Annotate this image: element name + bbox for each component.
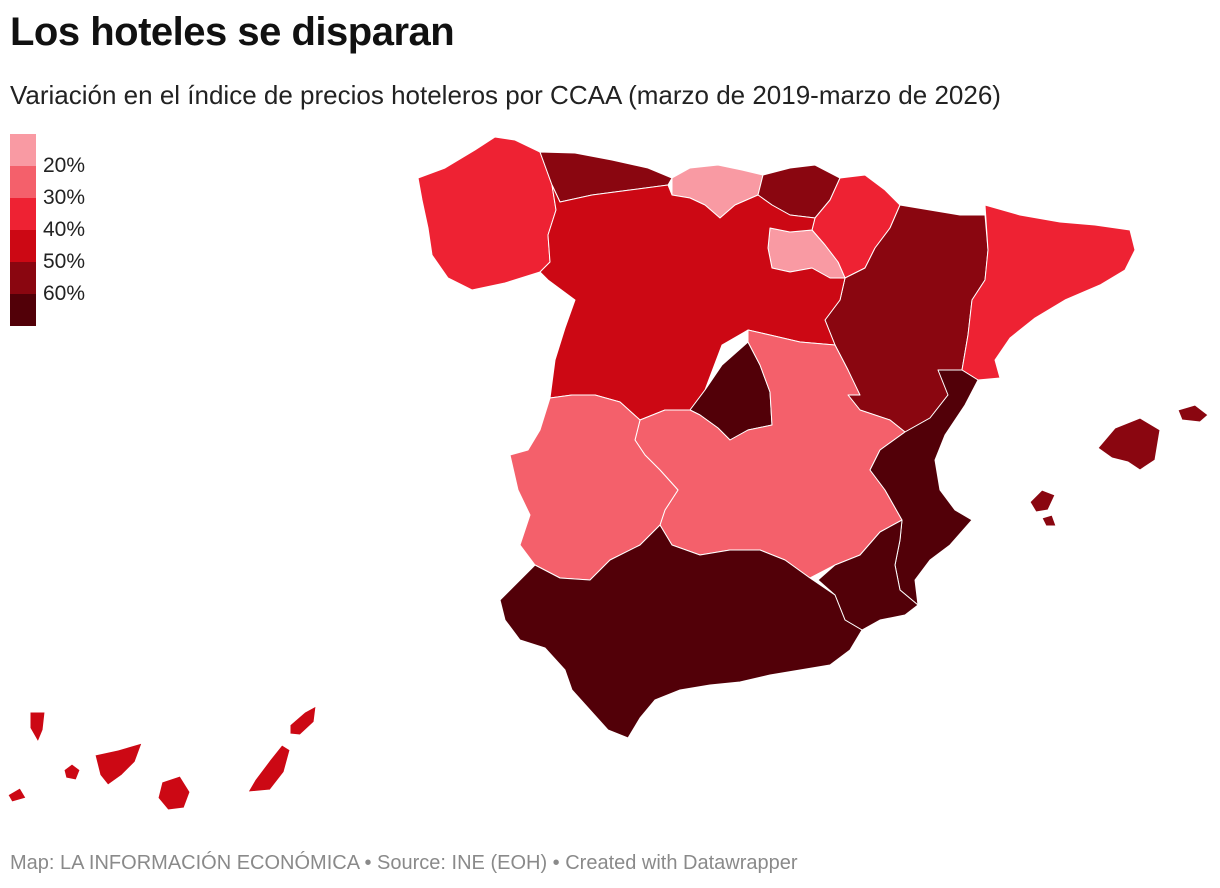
chart-footer: Map: LA INFORMACIÓN ECONÓMICA • Source: …: [10, 852, 798, 874]
region-illes-balears-formentera[interactable]: [1041, 514, 1057, 527]
legend-tick-40: 40%: [43, 218, 86, 241]
legend-swatch-1: [10, 134, 36, 166]
region-galicia[interactable]: [417, 136, 557, 291]
region-canarias-tenerife[interactable]: [94, 742, 143, 786]
region-cataluna[interactable]: [961, 204, 1136, 381]
region-illes-balears-ibiza[interactable]: [1029, 489, 1056, 513]
legend-swatch-5: [10, 262, 36, 294]
region-canarias-la-gomera[interactable]: [63, 763, 81, 781]
legend-swatch-2: [10, 166, 36, 198]
legend-tick-30: 30%: [43, 186, 86, 209]
region-canarias-la-palma[interactable]: [29, 711, 46, 743]
region-canarias-el-hierro[interactable]: [7, 787, 27, 803]
chart-title: Los hoteles se disparan: [10, 10, 455, 54]
legend-tick-20: 20%: [43, 154, 86, 177]
region-canarias-fuerteventura[interactable]: [247, 744, 291, 793]
legend-swatch-3: [10, 198, 36, 230]
region-canarias-gran-canaria[interactable]: [157, 775, 191, 811]
chart-subtitle: Variación en el índice de precios hotele…: [10, 80, 1001, 110]
legend-tick-50: 50%: [43, 250, 86, 273]
legend-swatch-6: [10, 294, 36, 326]
legend-swatch-4: [10, 230, 36, 262]
region-comunitat-valenciana[interactable]: [869, 369, 979, 606]
region-andalucia[interactable]: [499, 524, 863, 739]
region-illes-balears-menorca[interactable]: [1177, 404, 1209, 423]
legend-tick-60: 60%: [43, 282, 86, 305]
region-castilla-y-leon[interactable]: [539, 184, 846, 421]
region-canarias-lanzarote[interactable]: [289, 705, 317, 736]
region-illes-balears-mallorca[interactable]: [1097, 417, 1161, 471]
